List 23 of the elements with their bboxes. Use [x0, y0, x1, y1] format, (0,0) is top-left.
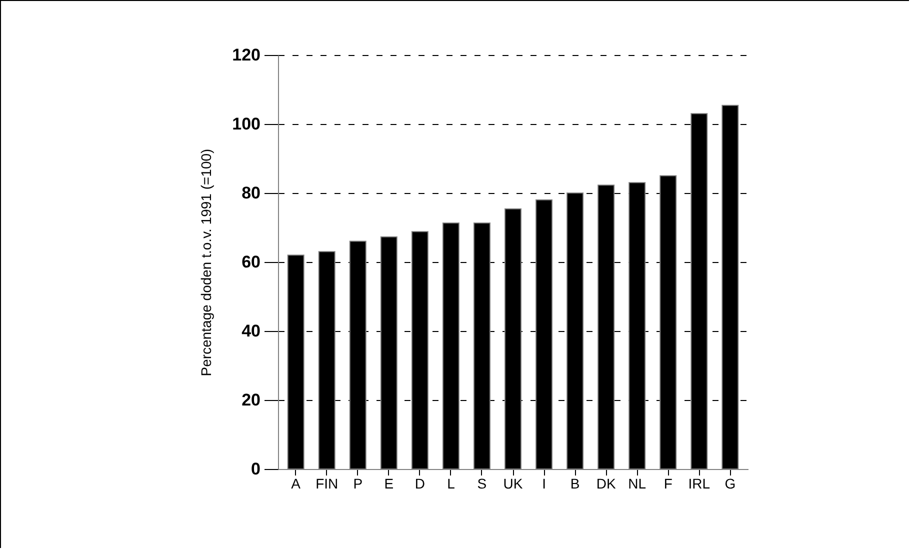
x-tick-label: IRL: [688, 476, 710, 492]
x-tick-label: FIN: [316, 476, 338, 492]
x-tick-label: I: [542, 476, 546, 492]
y-tick-label: 60: [242, 252, 260, 272]
y-tick-label: 40: [242, 322, 260, 340]
y-axis-title: Percentage doden t.o.v. 1991 (=100): [198, 148, 214, 376]
y-tick-label: 80: [242, 184, 260, 202]
x-tick-label: B: [570, 476, 580, 492]
x-tick-label: L: [447, 476, 456, 492]
y-tick-label: 0: [251, 460, 260, 478]
x-tick-label: F: [664, 476, 672, 492]
x-tick-label: A: [291, 476, 302, 492]
x-tick-label: G: [724, 476, 736, 492]
y-tick-label: 100: [232, 114, 260, 134]
x-tick-label: P: [353, 476, 363, 492]
x-tick-label: E: [384, 476, 394, 492]
x-tick-label: NL: [628, 476, 646, 492]
y-tick-label: 20: [242, 390, 260, 410]
x-tick-label: DK: [596, 476, 616, 492]
x-tick-label: S: [477, 476, 487, 492]
x-tick-label: UK: [503, 476, 524, 492]
x-tick-label: D: [414, 476, 425, 492]
y-tick-label: 120: [232, 46, 260, 64]
